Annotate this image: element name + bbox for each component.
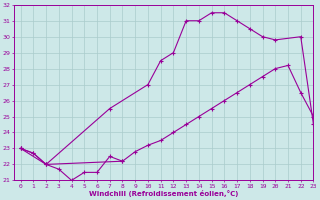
X-axis label: Windchill (Refroidissement éolien,°C): Windchill (Refroidissement éolien,°C) [89,190,238,197]
